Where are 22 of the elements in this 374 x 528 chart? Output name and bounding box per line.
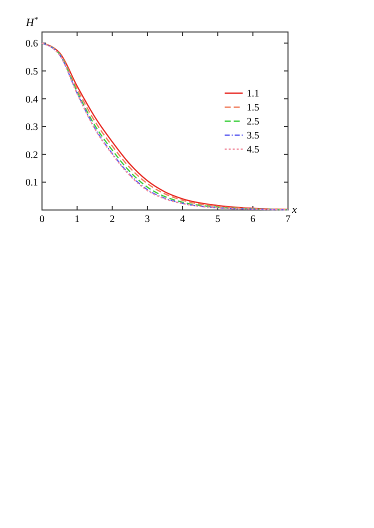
legend-label: 4.5 (246, 144, 260, 156)
line-series (41, 42, 289, 210)
y-tick-label: 0.2 (26, 150, 38, 161)
x-tick-label: 2 (110, 214, 115, 225)
y-tick-label: 0.1 (26, 178, 38, 189)
legend-label: 2.5 (246, 116, 260, 128)
x-tick-label: 0 (40, 214, 44, 225)
x-tick-label: 6 (250, 214, 256, 225)
legend-label: 3.5 (246, 130, 260, 142)
y-tick-label: 0.3 (26, 122, 38, 134)
legend-label: 1.5 (246, 102, 260, 114)
x-tick-label: 3 (144, 214, 150, 225)
legend-label: 1.1 (246, 88, 260, 100)
x-tick-label: 5 (215, 214, 220, 225)
y-tick-label: 0.6 (26, 38, 38, 50)
x-tick-label: 4 (180, 214, 186, 225)
y-axis-title: H$^{*}$ (25, 14, 38, 29)
y-tick-label: 0.4 (26, 94, 38, 106)
x-axis-title: x (291, 204, 297, 216)
y-tick-label: 0.5 (26, 66, 38, 78)
x-tick-label: 7 (286, 214, 290, 225)
x-tick-label: 1 (74, 214, 80, 225)
